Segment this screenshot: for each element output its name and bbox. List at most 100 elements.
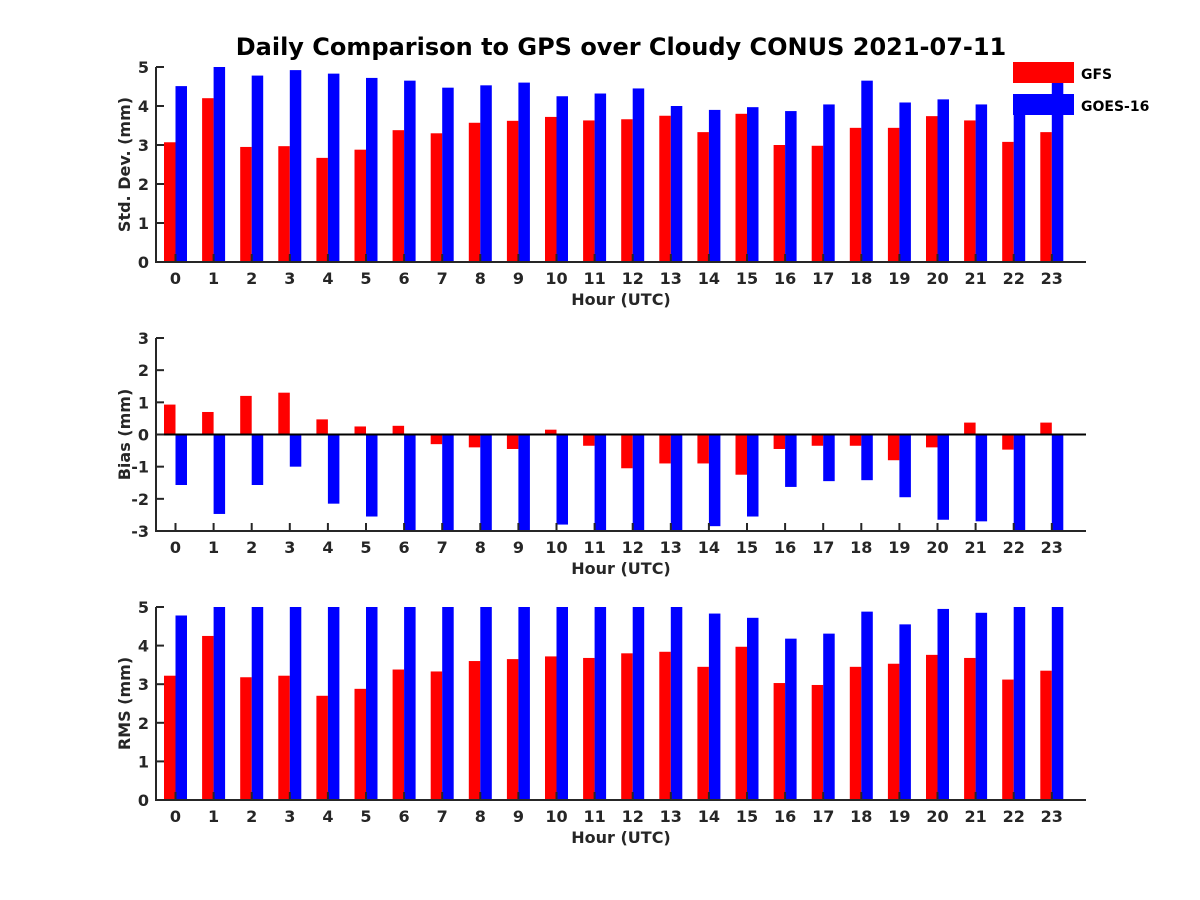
x-tick-label: 22 [1003, 807, 1025, 826]
bar-goes16-15 [747, 434, 759, 517]
x-tick-label: 8 [475, 807, 486, 826]
x-tick-label: 23 [1041, 807, 1063, 826]
x-tick-label: 15 [736, 538, 758, 557]
bar-goes16-17 [823, 434, 835, 482]
y-tick-label: 5 [138, 598, 149, 617]
bar-gfs-3 [278, 392, 290, 435]
x-tick-label: 2 [246, 538, 257, 557]
x-tick-label: 19 [888, 538, 910, 557]
bar-gfs-11 [583, 120, 595, 263]
bar-goes16-15 [747, 617, 759, 800]
bar-goes16-22 [1013, 607, 1026, 800]
bar-gfs-22 [1002, 141, 1014, 262]
bar-goes16-15 [747, 107, 759, 262]
y-tick-label: -1 [131, 458, 149, 477]
x-tick-label: 0 [170, 807, 181, 826]
bar-gfs-3 [278, 675, 290, 800]
bar-goes16-20 [937, 434, 949, 520]
bar-goes16-13 [670, 106, 683, 262]
bar-gfs-15 [735, 646, 747, 800]
x-tick-label: 6 [399, 269, 410, 288]
bar-gfs-5 [354, 149, 366, 262]
legend-label-goes16: GOES-16 [1081, 99, 1149, 115]
y-tick-label: 2 [138, 714, 149, 733]
bar-gfs-9 [506, 434, 519, 449]
bar-goes16-7 [442, 87, 454, 262]
y-tick-label: 3 [138, 675, 149, 694]
x-tick-label: 21 [964, 538, 986, 557]
x-tick-label: 17 [812, 538, 834, 557]
bar-gfs-20 [926, 116, 938, 262]
x-tick-label: 9 [513, 538, 524, 557]
x-tick-label: 18 [850, 269, 872, 288]
x-tick-label: 16 [774, 269, 796, 288]
y-tick-label: 4 [138, 637, 149, 656]
x-tick-label: 11 [583, 538, 605, 557]
bar-gfs-12 [621, 119, 633, 262]
x-tick-label: 12 [622, 538, 644, 557]
bar-goes16-21 [975, 612, 988, 800]
x-tick-label: 18 [850, 807, 872, 826]
bar-goes16-5 [366, 434, 378, 517]
bar-gfs-5 [354, 426, 366, 435]
x-tick-label: 14 [698, 807, 720, 826]
bar-goes16-22 [1013, 101, 1026, 262]
bar-gfs-19 [887, 434, 900, 461]
bar-goes16-9 [518, 82, 530, 262]
figure-title: Daily Comparison to GPS over Cloudy CONU… [236, 33, 1007, 61]
y-tick-label: 0 [138, 426, 149, 445]
y-axis-label: Bias (mm) [115, 389, 134, 481]
legend-swatch-gfs [1013, 62, 1074, 83]
bar-gfs-15 [735, 113, 747, 262]
x-axis-label: Hour (UTC) [571, 290, 671, 309]
x-tick-label: 12 [622, 269, 644, 288]
bar-gfs-23 [1040, 132, 1052, 262]
x-tick-label: 19 [888, 807, 910, 826]
x-tick-label: 9 [513, 269, 524, 288]
bar-gfs-7 [430, 671, 443, 800]
bar-goes16-7 [442, 434, 454, 531]
bar-goes16-1 [213, 67, 226, 262]
x-tick-label: 23 [1041, 538, 1063, 557]
bar-gfs-8 [468, 434, 481, 448]
bar-goes16-13 [670, 434, 683, 531]
bar-gfs-9 [506, 120, 519, 262]
y-tick-label: 3 [138, 329, 149, 348]
bar-goes16-1 [213, 434, 226, 514]
bar-gfs-22 [1002, 434, 1014, 450]
bar-gfs-9 [506, 659, 519, 800]
bar-goes16-16 [785, 434, 797, 487]
bar-gfs-16 [773, 145, 786, 262]
x-tick-label: 3 [284, 538, 295, 557]
bar-gfs-7 [430, 133, 443, 262]
bar-goes16-14 [708, 434, 721, 527]
x-tick-label: 10 [545, 538, 567, 557]
y-tick-label: -2 [131, 490, 149, 509]
bar-goes16-4 [327, 73, 340, 262]
bar-goes16-3 [289, 70, 302, 263]
x-tick-label: 16 [774, 538, 796, 557]
bar-goes16-21 [975, 434, 988, 522]
bar-gfs-4 [316, 157, 328, 262]
x-tick-label: 7 [437, 807, 448, 826]
bar-goes16-4 [327, 607, 340, 800]
x-tick-label: 9 [513, 807, 524, 826]
bar-gfs-12 [621, 434, 633, 469]
bar-gfs-8 [468, 122, 481, 263]
bar-gfs-17 [811, 684, 824, 800]
bar-goes16-1 [213, 607, 226, 800]
x-tick-label: 15 [736, 269, 758, 288]
y-tick-label: 1 [138, 393, 149, 412]
bar-gfs-6 [392, 669, 405, 800]
bar-goes16-23 [1051, 82, 1064, 262]
bar-gfs-23 [1040, 422, 1052, 435]
x-tick-label: 7 [437, 269, 448, 288]
legend: GFS GOES-16 [1013, 62, 1149, 115]
x-tick-label: 17 [812, 269, 834, 288]
bar-goes16-12 [632, 607, 645, 800]
x-tick-label: 20 [926, 538, 948, 557]
bar-goes16-5 [366, 607, 378, 800]
bar-goes16-18 [861, 611, 873, 800]
bar-gfs-14 [697, 666, 709, 800]
